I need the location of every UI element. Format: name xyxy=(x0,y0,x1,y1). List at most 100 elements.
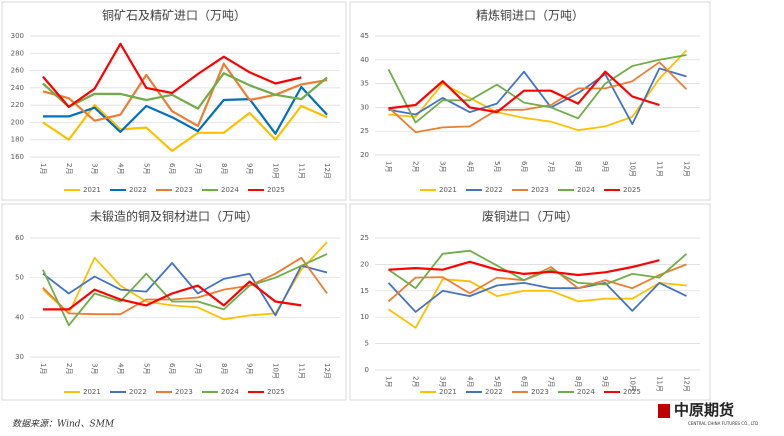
series-line xyxy=(42,256,328,316)
series-line xyxy=(388,49,688,132)
x-tick-label: 7月 xyxy=(547,376,555,387)
y-tick-label: 5 xyxy=(365,340,369,348)
x-tick-label: 12月 xyxy=(682,376,690,392)
x-tick-label: 7月 xyxy=(194,363,202,374)
x-tick-label: 1月 xyxy=(39,163,47,174)
series-line xyxy=(42,253,328,327)
series-line xyxy=(387,54,687,124)
legend-label: 2022 xyxy=(485,186,503,194)
legend-label: 2023 xyxy=(531,186,549,194)
x-tick-label: 9月 xyxy=(246,363,254,374)
x-tick-label: 11月 xyxy=(655,161,663,177)
x-tick-label: 7月 xyxy=(194,163,202,174)
x-tick-label: 1月 xyxy=(385,376,393,387)
series-line xyxy=(388,70,660,114)
legend-label: 2022 xyxy=(129,388,147,396)
legend-label: 2024 xyxy=(577,186,595,194)
logo-icon xyxy=(658,404,670,418)
chart-title: 精炼铜进口（万吨） xyxy=(476,8,584,23)
x-tick-label: 12月 xyxy=(682,161,690,177)
chart-title: 铜矿石及精矿进口（万吨） xyxy=(102,8,246,23)
y-tick-label: 220 xyxy=(11,101,24,109)
series-line xyxy=(42,72,328,110)
legend-label: 2023 xyxy=(175,388,193,396)
x-tick-label: 3月 xyxy=(91,163,99,174)
legend-label: 2021 xyxy=(439,388,457,396)
logo-subtitle: CENTRAL CHINA FUTURES CO., LTD xyxy=(688,421,758,426)
series-line xyxy=(388,67,687,125)
logo-name: 中原期货 xyxy=(674,401,734,419)
x-tick-label: 5月 xyxy=(142,163,150,174)
y-tick-label: 60 xyxy=(15,234,24,242)
chart-title: 未锻造的铜及铜材进口（万吨） xyxy=(90,209,258,224)
panel-frame xyxy=(1,203,347,401)
legend-label: 2024 xyxy=(221,186,239,194)
legend-label: 2025 xyxy=(623,186,641,194)
y-tick-label: 15 xyxy=(360,287,369,295)
series-line xyxy=(42,85,328,135)
panel-frame xyxy=(349,1,711,201)
x-tick-label: 1月 xyxy=(385,161,393,172)
series-line xyxy=(42,104,328,152)
y-tick-label: 180 xyxy=(11,136,24,144)
x-tick-label: 2月 xyxy=(65,363,73,374)
legend-label: 2025 xyxy=(623,388,641,396)
x-tick-label: 3月 xyxy=(91,363,99,374)
x-tick-label: 3月 xyxy=(439,161,447,172)
series-line xyxy=(387,249,688,290)
legend-label: 2021 xyxy=(439,186,457,194)
x-tick-label: 2月 xyxy=(412,376,420,387)
source: 数据来源：Wind、SMM xyxy=(12,419,115,430)
y-tick-label: 30 xyxy=(15,353,24,361)
y-tick-label: 40 xyxy=(15,313,24,321)
x-tick-label: 6月 xyxy=(520,161,528,172)
x-tick-label: 4月 xyxy=(116,163,124,174)
x-tick-label: 10月 xyxy=(271,163,279,179)
series-line xyxy=(42,262,328,317)
y-tick-label: 30 xyxy=(360,103,369,111)
series-line xyxy=(388,259,660,277)
y-tick-label: 20 xyxy=(360,151,369,159)
panel-frame xyxy=(1,1,347,201)
x-tick-label: 1月 xyxy=(39,363,47,374)
x-tick-label: 5月 xyxy=(142,363,150,374)
y-tick-label: 25 xyxy=(360,127,369,135)
legend-label: 2021 xyxy=(83,388,101,396)
x-tick-label: 9月 xyxy=(246,163,254,174)
x-tick-label: 6月 xyxy=(520,376,528,387)
x-tick-label: 11月 xyxy=(297,163,305,179)
x-tick-label: 2月 xyxy=(412,161,420,172)
series-line xyxy=(387,61,688,134)
legend-label: 2024 xyxy=(577,388,595,396)
x-tick-label: 7月 xyxy=(547,161,555,172)
y-tick-label: 300 xyxy=(11,32,24,40)
panel-frame xyxy=(349,203,711,401)
x-tick-label: 4月 xyxy=(466,161,474,172)
x-tick-label: 10月 xyxy=(628,376,636,392)
chart-title: 废铜进口（万吨） xyxy=(482,209,578,224)
x-tick-label: 9月 xyxy=(601,161,609,172)
y-tick-label: 20 xyxy=(360,260,369,268)
y-tick-label: 35 xyxy=(360,80,369,88)
y-tick-label: 240 xyxy=(11,84,24,92)
series-line xyxy=(42,42,302,108)
legend-label: 2021 xyxy=(83,186,101,194)
x-tick-label: 3月 xyxy=(439,376,447,387)
y-tick-label: 260 xyxy=(11,67,24,75)
legend-label: 2023 xyxy=(175,186,193,194)
series-line xyxy=(42,62,328,127)
x-tick-label: 8月 xyxy=(220,163,228,174)
legend-label: 2022 xyxy=(485,388,503,396)
x-tick-label: 11月 xyxy=(655,376,663,392)
x-tick-label: 6月 xyxy=(168,363,176,374)
y-tick-label: 0 xyxy=(365,366,369,374)
series-line xyxy=(42,241,328,321)
legend-label: 2025 xyxy=(267,388,285,396)
legend-label: 2023 xyxy=(531,388,549,396)
x-tick-label: 2月 xyxy=(65,163,73,174)
y-tick-label: 25 xyxy=(360,234,369,242)
x-tick-label: 6月 xyxy=(168,163,176,174)
y-tick-label: 40 xyxy=(360,56,369,64)
series-line xyxy=(387,278,687,329)
